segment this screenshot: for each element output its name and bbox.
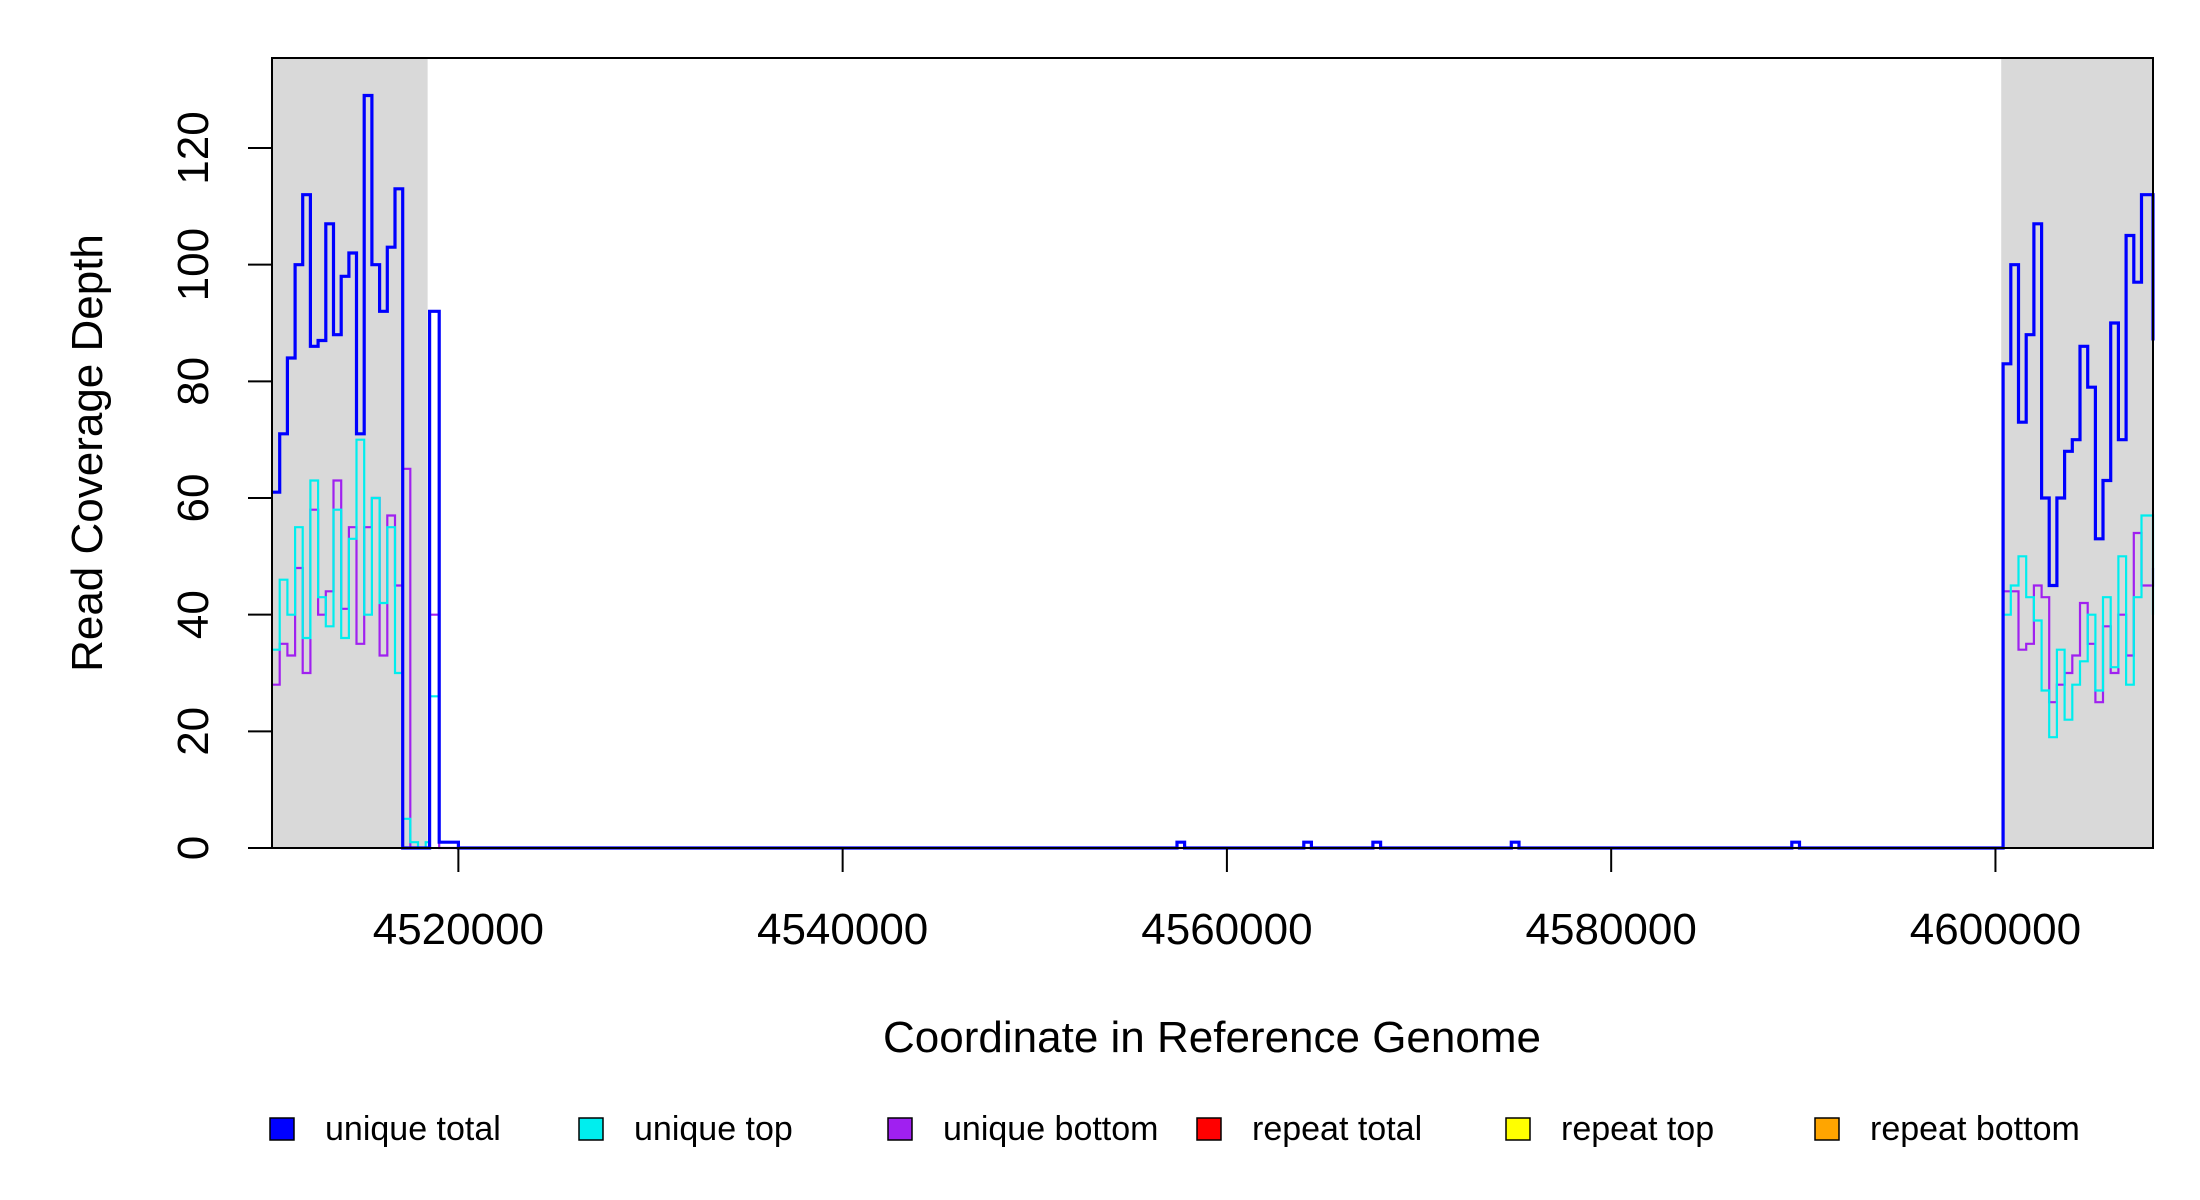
series-line-unique-total (272, 93, 2155, 850)
legend-label-repeat-total: repeat total (1252, 1110, 1422, 1148)
legend-swatch-repeat-total (1196, 1117, 1222, 1141)
legend: unique total unique top unique bottom repea… (269, 1110, 2080, 1148)
legend-swatch-repeat-top (1505, 1117, 1531, 1141)
x-tick-label-4520000: 4520000 (373, 905, 544, 954)
legend-label-repeat-bottom: repeat bottom (1870, 1110, 2080, 1148)
x-tick-label-4580000: 4580000 (1526, 905, 1697, 954)
y-tick-label-40: 40 (169, 590, 218, 639)
legend-label-unique-bottom: unique bottom (943, 1110, 1159, 1148)
legend-label-unique-top: unique top (634, 1110, 793, 1148)
x-tick-label-4540000: 4540000 (757, 905, 928, 954)
x-tick-label-4560000: 4560000 (1141, 905, 1312, 954)
shaded-regions (272, 58, 2153, 848)
shaded-region-1 (2001, 58, 2153, 848)
legend-swatch-unique-bottom (887, 1117, 913, 1141)
plot-frame (271, 57, 2154, 849)
legend-label-repeat-top: repeat top (1561, 1110, 1714, 1148)
y-tick-label-120: 120 (169, 111, 218, 184)
legend-swatch-repeat-bottom (1814, 1117, 1840, 1141)
x-axis-title: Coordinate in Reference Genome (883, 1013, 1541, 1062)
y-tick-label-60: 60 (169, 474, 218, 523)
y-axis: 0 20 40 60 80 100 120 (169, 111, 272, 860)
y-tick-label-80: 80 (169, 357, 218, 406)
x-axis: 4520000 4540000 4560000 4580000 4600000 (373, 848, 2081, 954)
y-tick-label-100: 100 (169, 228, 218, 301)
y-tick-label-20: 20 (169, 707, 218, 756)
series-lines (272, 93, 2155, 850)
legend-label-unique-total: unique total (325, 1110, 501, 1148)
legend-swatch-unique-total (269, 1117, 295, 1141)
y-axis-title: Read Coverage Depth (63, 234, 112, 672)
x-tick-label-4600000: 4600000 (1910, 905, 2081, 954)
y-tick-label-0: 0 (169, 836, 218, 860)
legend-swatch-unique-top (578, 1117, 604, 1141)
series-line-unique-top (272, 438, 2155, 850)
series-line-unique-bottom (272, 467, 2155, 850)
